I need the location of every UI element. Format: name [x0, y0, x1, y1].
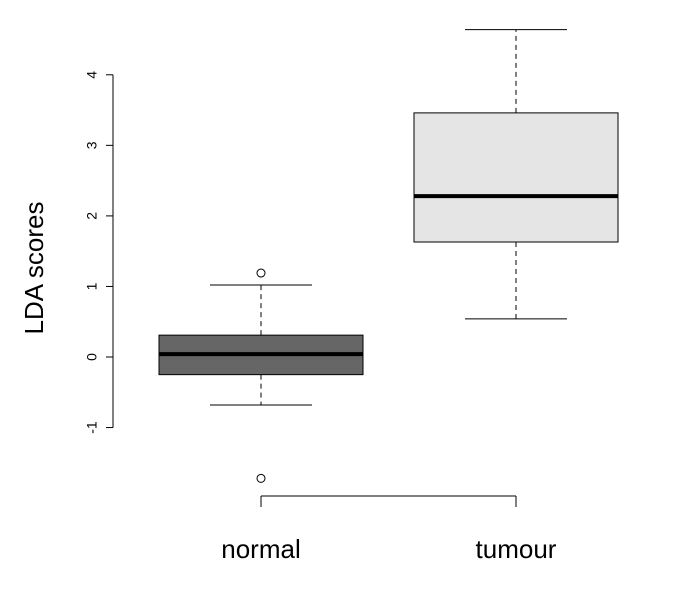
x-tick-label: tumour: [476, 534, 557, 564]
y-tick-label: -1: [84, 421, 100, 434]
y-tick-label: 0: [84, 353, 100, 361]
y-tick-label: 3: [84, 141, 100, 149]
y-tick-label: 1: [84, 282, 100, 290]
box: [413, 112, 619, 243]
y-tick-label: 4: [84, 71, 100, 79]
x-tick-label: normal: [221, 534, 300, 564]
outlier: [256, 268, 266, 278]
y-axis-label: LDA scores: [19, 202, 49, 335]
y-tick-label: 2: [84, 212, 100, 220]
outlier: [256, 473, 266, 483]
